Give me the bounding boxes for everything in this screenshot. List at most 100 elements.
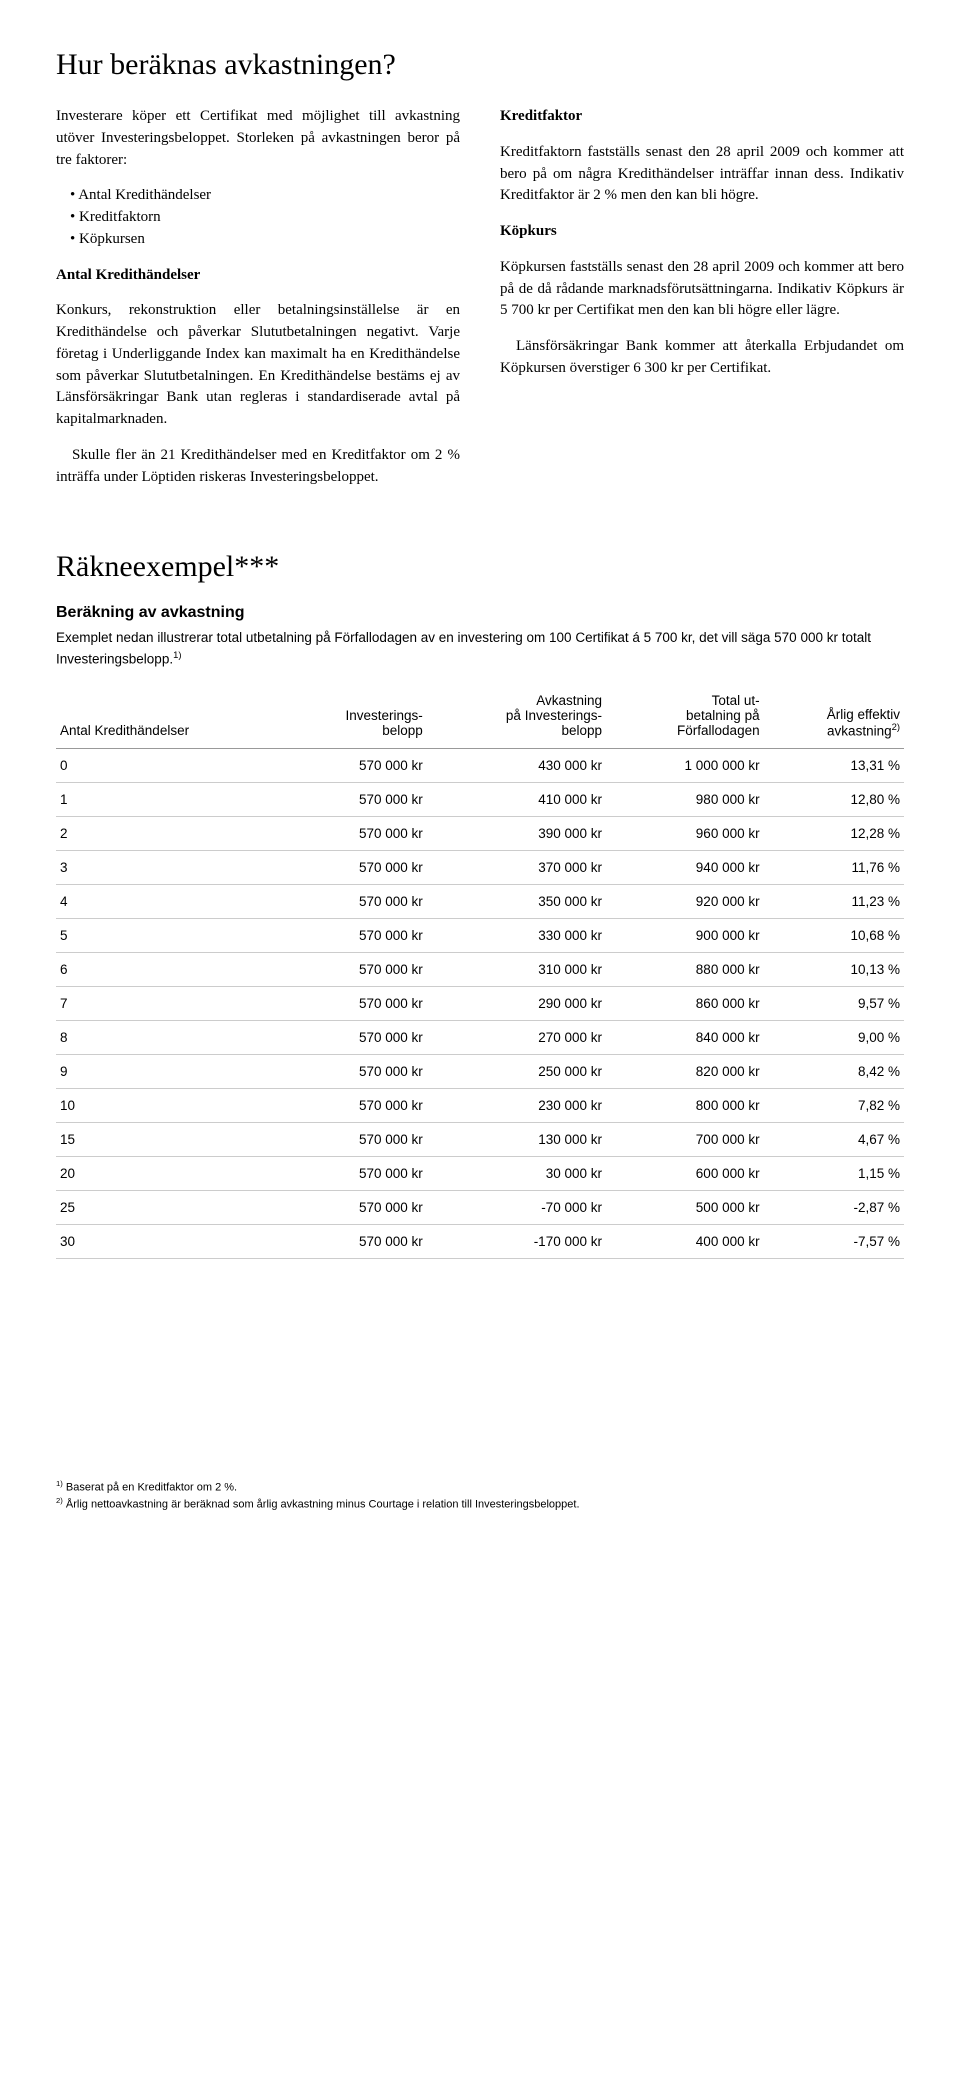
cell-total: 800 000 kr (610, 1089, 768, 1123)
cell-total: 900 000 kr (610, 919, 768, 953)
cell-investment: 570 000 kr (282, 1021, 431, 1055)
cell-return: 390 000 kr (431, 817, 610, 851)
body-text: Investerare köper ett Certifikat med möj… (56, 106, 460, 171)
table-row: 4570 000 kr350 000 kr920 000 kr11,23 % (56, 885, 904, 919)
cell-events: 10 (56, 1089, 282, 1123)
table-row: 5570 000 kr330 000 kr900 000 kr10,68 % (56, 919, 904, 953)
cell-return: -70 000 kr (431, 1191, 610, 1225)
list-item: Kreditfaktorn (70, 207, 460, 229)
cell-annual: 9,00 % (768, 1021, 904, 1055)
cell-total: 820 000 kr (610, 1055, 768, 1089)
table-row: 10570 000 kr230 000 kr800 000 kr7,82 % (56, 1089, 904, 1123)
calc-intro: Exemplet nedan illustrerar total utbetal… (56, 628, 904, 669)
cell-annual: 10,13 % (768, 953, 904, 987)
cell-annual: 11,23 % (768, 885, 904, 919)
cell-investment: 570 000 kr (282, 919, 431, 953)
cell-return: 130 000 kr (431, 1123, 610, 1157)
body-text: Kreditfaktorn fastställs senast den 28 a… (500, 142, 904, 207)
cell-total: 880 000 kr (610, 953, 768, 987)
footnotes: 1) Baserat på en Kreditfaktor om 2 %. 2)… (56, 1479, 904, 1513)
cell-total: 920 000 kr (610, 885, 768, 919)
cell-annual: 11,76 % (768, 851, 904, 885)
table-row: 2570 000 kr390 000 kr960 000 kr12,28 % (56, 817, 904, 851)
cell-annual: 12,28 % (768, 817, 904, 851)
col-header-investment: Investerings-belopp (282, 687, 431, 749)
cell-return: 310 000 kr (431, 953, 610, 987)
cell-investment: 570 000 kr (282, 783, 431, 817)
cell-investment: 570 000 kr (282, 1055, 431, 1089)
cell-events: 15 (56, 1123, 282, 1157)
right-column: Kreditfaktor Kreditfaktorn fastställs se… (500, 106, 904, 502)
list-item: Antal Kredithändelser (70, 185, 460, 207)
table-row: 6570 000 kr310 000 kr880 000 kr10,13 % (56, 953, 904, 987)
cell-annual: -7,57 % (768, 1225, 904, 1259)
cell-events: 2 (56, 817, 282, 851)
col-header-annual: Årlig effektivavkastning2) (768, 687, 904, 749)
cell-investment: 570 000 kr (282, 851, 431, 885)
subheading: Köpkurs (500, 221, 904, 243)
table-row: 7570 000 kr290 000 kr860 000 kr9,57 % (56, 987, 904, 1021)
cell-investment: 570 000 kr (282, 1191, 431, 1225)
cell-events: 1 (56, 783, 282, 817)
cell-investment: 570 000 kr (282, 987, 431, 1021)
table-row: 15570 000 kr130 000 kr700 000 kr4,67 % (56, 1123, 904, 1157)
footnote-2: 2) Årlig nettoavkastning är beräknad som… (56, 1496, 904, 1513)
table-row: 8570 000 kr270 000 kr840 000 kr9,00 % (56, 1021, 904, 1055)
cell-investment: 570 000 kr (282, 1157, 431, 1191)
cell-return: 410 000 kr (431, 783, 610, 817)
table-row: 25570 000 kr-70 000 kr500 000 kr-2,87 % (56, 1191, 904, 1225)
cell-total: 400 000 kr (610, 1225, 768, 1259)
cell-events: 4 (56, 885, 282, 919)
cell-return: 230 000 kr (431, 1089, 610, 1123)
cell-annual: 9,57 % (768, 987, 904, 1021)
cell-events: 9 (56, 1055, 282, 1089)
table-row: 30570 000 kr-170 000 kr400 000 kr-7,57 % (56, 1225, 904, 1259)
cell-events: 25 (56, 1191, 282, 1225)
cell-investment: 570 000 kr (282, 749, 431, 783)
cell-events: 5 (56, 919, 282, 953)
table-row: 20570 000 kr30 000 kr600 000 kr1,15 % (56, 1157, 904, 1191)
subheading: Antal Kredithändelser (56, 265, 460, 287)
cell-return: 270 000 kr (431, 1021, 610, 1055)
cell-return: 250 000 kr (431, 1055, 610, 1089)
cell-total: 940 000 kr (610, 851, 768, 885)
table-row: 1570 000 kr410 000 kr980 000 kr12,80 % (56, 783, 904, 817)
cell-return: 350 000 kr (431, 885, 610, 919)
cell-annual: 4,67 % (768, 1123, 904, 1157)
cell-total: 860 000 kr (610, 987, 768, 1021)
cell-events: 0 (56, 749, 282, 783)
cell-return: 290 000 kr (431, 987, 610, 1021)
cell-return: 330 000 kr (431, 919, 610, 953)
cell-total: 600 000 kr (610, 1157, 768, 1191)
body-text: Köpkursen fastställs senast den 28 april… (500, 257, 904, 322)
col-header-total: Total ut-betalning påFörfallodagen (610, 687, 768, 749)
calc-title: Beräkning av avkastning (56, 604, 904, 622)
col-header-return: Avkastningpå Investerings-belopp (431, 687, 610, 749)
body-text: Konkurs, rekonstruktion eller betalnings… (56, 300, 460, 431)
cell-total: 700 000 kr (610, 1123, 768, 1157)
body-columns: Investerare köper ett Certifikat med möj… (56, 106, 904, 502)
page-title: Hur beräknas avkastningen? (56, 48, 904, 82)
cell-total: 840 000 kr (610, 1021, 768, 1055)
cell-return: 30 000 kr (431, 1157, 610, 1191)
cell-return: 430 000 kr (431, 749, 610, 783)
cell-investment: 570 000 kr (282, 1225, 431, 1259)
body-text: Skulle fler än 21 Kredithändelser med en… (56, 445, 460, 489)
table-row: 3570 000 kr370 000 kr940 000 kr11,76 % (56, 851, 904, 885)
cell-annual: -2,87 % (768, 1191, 904, 1225)
cell-return: 370 000 kr (431, 851, 610, 885)
section-heading: Räkneexempel*** (56, 550, 904, 584)
table-row: 0570 000 kr430 000 kr1 000 000 kr13,31 % (56, 749, 904, 783)
table-body: 0570 000 kr430 000 kr1 000 000 kr13,31 %… (56, 749, 904, 1259)
cell-annual: 1,15 % (768, 1157, 904, 1191)
left-column: Investerare köper ett Certifikat med möj… (56, 106, 460, 502)
footnote-1: 1) Baserat på en Kreditfaktor om 2 %. (56, 1479, 904, 1496)
cell-events: 7 (56, 987, 282, 1021)
cell-total: 980 000 kr (610, 783, 768, 817)
cell-annual: 7,82 % (768, 1089, 904, 1123)
factors-list: Antal Kredithändelser Kreditfaktorn Köpk… (56, 185, 460, 250)
table-row: 9570 000 kr250 000 kr820 000 kr8,42 % (56, 1055, 904, 1089)
cell-return: -170 000 kr (431, 1225, 610, 1259)
col-header-events: Antal Kredithändelser (56, 687, 282, 749)
cell-investment: 570 000 kr (282, 1123, 431, 1157)
